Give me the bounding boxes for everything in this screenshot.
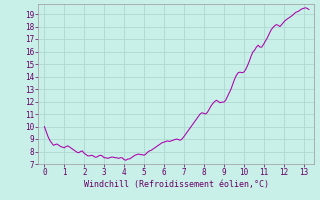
- X-axis label: Windchill (Refroidissement éolien,°C): Windchill (Refroidissement éolien,°C): [84, 180, 268, 189]
